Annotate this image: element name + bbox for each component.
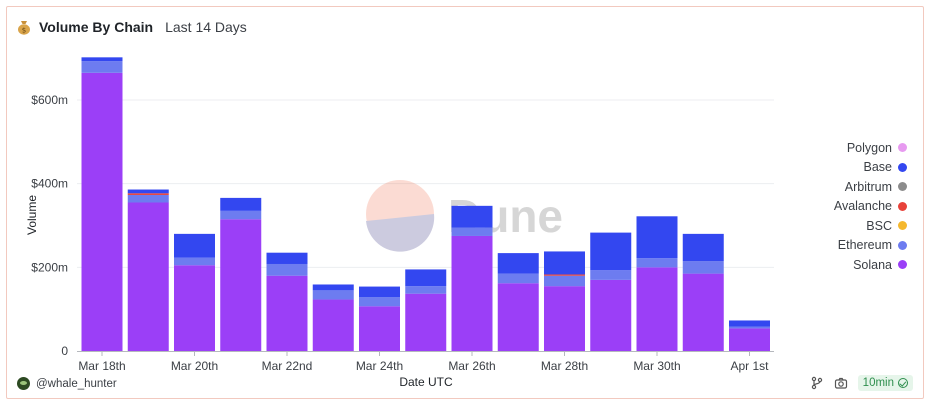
chart-title: Volume By Chain (39, 19, 154, 35)
bar-segment-solana (266, 275, 308, 351)
legend-swatch (898, 143, 907, 153)
bar-segment-ethereum (127, 194, 169, 203)
legend-swatch (898, 221, 907, 231)
bar-segment-solana (405, 293, 447, 351)
bar-segment-solana (497, 283, 539, 351)
legend-label: Base (863, 160, 893, 175)
bar-segment-solana (81, 72, 123, 351)
refresh-interval: 10min (862, 377, 894, 389)
bar-segment-base (220, 197, 262, 211)
y-tick-label: $400m (31, 177, 68, 191)
chart-subtitle: Last 14 Days (165, 19, 247, 35)
bar-segment-ethereum (451, 227, 493, 236)
legend-item-arbitrum[interactable]: Arbitrum (834, 177, 907, 197)
bar-segment-base (266, 252, 308, 264)
legend-item-ethereum[interactable]: Ethereum (834, 236, 907, 256)
bar-segment-ethereum (359, 297, 400, 307)
legend-swatch (898, 162, 907, 172)
avatar (17, 377, 30, 390)
chart-author[interactable]: @whale_hunter (17, 377, 117, 390)
legend-label: Arbitrum (844, 179, 892, 194)
x-tick-label: Mar 20th (171, 359, 218, 373)
x-tick-label: Mar 30th (633, 359, 680, 373)
bar-segment-solana (544, 286, 585, 351)
bar-segment-base (590, 232, 632, 271)
bar-segment-solana (312, 299, 354, 351)
bar-segment-base (405, 269, 447, 287)
bar-segment-base (127, 189, 169, 194)
chart-header: $ Volume By Chain Last 14 Days (17, 17, 247, 37)
bar-segment-ethereum (174, 257, 215, 266)
bar-segment-base (544, 251, 585, 275)
bar-segment-base (174, 233, 215, 258)
bar-segment-solana (729, 328, 770, 351)
legend-swatch (898, 240, 907, 250)
bar-segment-base (451, 205, 493, 228)
check-circle-icon (898, 378, 908, 388)
bar-segment-solana (127, 202, 169, 351)
y-tick-label: $200m (31, 260, 68, 274)
git-fork-icon[interactable] (810, 376, 824, 390)
x-tick-label: Mar 24th (356, 359, 403, 373)
bar-segment-base (359, 286, 400, 298)
x-tick-label: Mar 18th (78, 359, 125, 373)
bar-segment-ethereum (220, 210, 262, 220)
bar-segment-solana (220, 219, 262, 351)
x-tick-label: Mar 22nd (262, 359, 313, 373)
x-tick-label: Apr 1st (730, 359, 769, 373)
legend-swatch (898, 260, 907, 270)
bar-segment-ethereum (544, 275, 585, 287)
y-axis-title: Volume (25, 195, 39, 235)
x-axis-title: Date UTC (399, 375, 453, 389)
legend-label: Solana (853, 257, 892, 272)
refresh-badge[interactable]: 10min (857, 375, 913, 391)
bar-segment-ethereum (729, 326, 770, 329)
x-tick-label: Mar 26th (448, 359, 495, 373)
bar-segment-base (636, 216, 678, 259)
bar-segment-solana (682, 273, 724, 351)
legend-label: BSC (866, 218, 892, 233)
bar-segment-ethereum (590, 270, 632, 280)
legend-item-base[interactable]: Base (834, 158, 907, 178)
bar-segment-solana (451, 235, 493, 351)
legend-swatch (898, 182, 907, 192)
chart-legend: Polygon Base Arbitrum Avalanche BSC Ethereum S… (834, 138, 907, 275)
legend-item-bsc[interactable]: BSC (834, 216, 907, 236)
bar-segment-ethereum (682, 261, 724, 274)
bar-segment-avalanche (544, 274, 585, 276)
bar-segment-base (312, 284, 354, 291)
bar-segment-solana (636, 267, 678, 351)
bar-segment-base (682, 233, 724, 262)
bar-segment-avalanche (127, 193, 169, 195)
author-name: @whale_hunter (36, 377, 117, 390)
bar-segment-ethereum (312, 290, 354, 300)
bar-segment-ethereum (497, 273, 539, 284)
legend-item-solana[interactable]: Solana (834, 255, 907, 275)
y-tick-label: $600m (31, 93, 68, 107)
bar-segment-base (729, 320, 770, 327)
legend-label: Ethereum (837, 238, 892, 253)
bar-segment-base (81, 57, 123, 62)
chart-footer-actions: 10min (810, 375, 913, 391)
legend-item-avalanche[interactable]: Avalanche (834, 197, 907, 217)
bar-segment-ethereum (405, 286, 447, 294)
svg-text:$: $ (22, 27, 26, 35)
y-tick-label: 0 (61, 344, 68, 358)
x-tick-label: Mar 28th (541, 359, 588, 373)
bar-segment-solana (590, 279, 632, 351)
bar-segment-base (497, 253, 539, 274)
camera-icon[interactable] (834, 376, 848, 390)
moneybag-icon: $ (18, 21, 30, 35)
legend-label: Polygon (846, 140, 892, 155)
legend-item-polygon[interactable]: Polygon (834, 138, 907, 158)
bar-segment-solana (174, 265, 215, 351)
bar-segment-ethereum (81, 61, 123, 73)
legend-label: Avalanche (833, 199, 892, 214)
bar-segment-ethereum (266, 263, 308, 276)
legend-swatch (898, 201, 907, 211)
bar-segment-solana (359, 306, 400, 351)
bar-segment-ethereum (636, 258, 678, 268)
